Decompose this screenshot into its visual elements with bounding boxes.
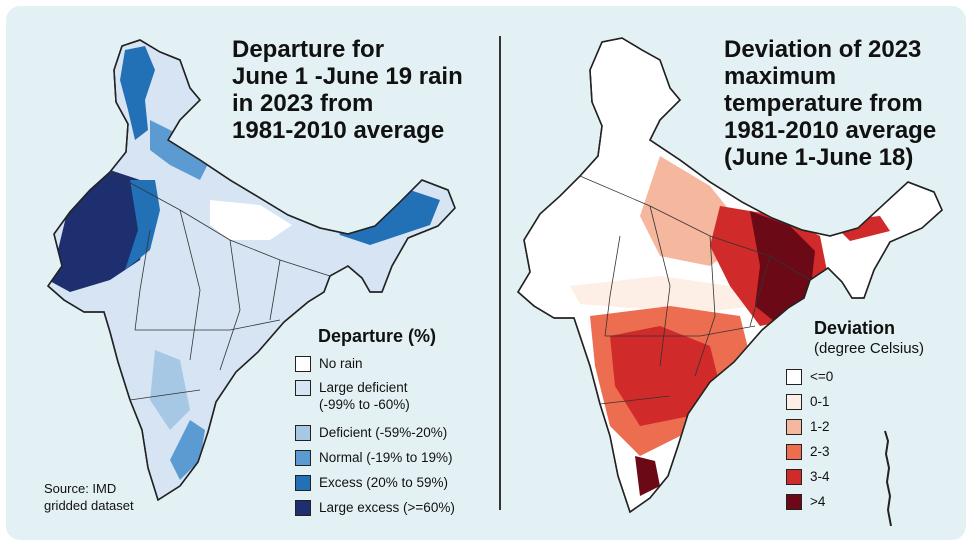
source-line: Source: IMD	[44, 481, 117, 496]
left-title-line: 1981-2010 average	[232, 117, 445, 144]
right-title-line: (June 1-June 18)	[724, 144, 914, 171]
region-deviation-0-1	[570, 276, 760, 311]
legend-label: 3-4	[810, 469, 830, 484]
region-excess-northwest	[125, 180, 160, 270]
left-legend-item-normal: Normal (-19% to 19%)	[295, 449, 453, 466]
left-legend-item-excess: Excess (20% to 59%)	[295, 474, 448, 491]
right-legend-item-above-4: >4	[786, 493, 825, 510]
temperature-deviation-map	[517, 37, 943, 527]
legend-swatch	[786, 469, 802, 485]
right-title-line: Deviation of 2023	[724, 36, 922, 63]
legend-swatch	[786, 394, 802, 410]
region-deviation-above-4-east	[750, 211, 815, 326]
left-legend-item-no-rain: No rain	[295, 355, 363, 372]
legend-label: Normal (-19% to 19%)	[319, 450, 453, 465]
rain-departure-map	[47, 39, 456, 501]
region-excess-north	[120, 46, 155, 140]
right-title-line: 1981-2010 average	[724, 117, 937, 144]
region-deviation-3-4-central	[610, 326, 720, 426]
legend-label-line: (-99% to -60%)	[319, 397, 410, 412]
legend-label: Excess (20% to 59%)	[319, 475, 449, 490]
right-legend-item-0-1: 0-1	[786, 393, 830, 410]
legend-label: Large excess (>=60%)	[319, 500, 455, 515]
right-legend-item-3-4: 3-4	[786, 468, 830, 485]
right-legend-item-le0: <=0	[786, 368, 833, 385]
left-title-line: in 2023 from	[232, 90, 374, 117]
left-legend-item-deficient: Deficient (-59%-20%)	[295, 424, 447, 441]
legend-swatch	[295, 380, 311, 396]
panel-divider	[499, 36, 501, 510]
left-title-line: June 1 -June 19 rain	[232, 63, 463, 90]
left-title-line: Departure for	[232, 36, 385, 63]
state-boundaries	[579, 175, 811, 405]
state-boundaries	[109, 171, 331, 401]
right-legend-subtitle: (degree Celsius)	[814, 340, 925, 357]
left-legend-item-large-deficient: Large deficient (-99% to -60%)	[295, 379, 410, 413]
left-map-title: Departure for June 1 -June 19 rain in 20…	[232, 36, 463, 144]
legend-swatch	[295, 356, 311, 372]
legend-swatch	[295, 500, 311, 516]
legend-swatch	[295, 450, 311, 466]
region-deviation-above-4-south	[635, 456, 660, 496]
right-title-line: temperature from	[724, 90, 923, 117]
legend-swatch	[295, 425, 311, 441]
right-map-title: Deviation of 2023 maximum temperature fr…	[724, 36, 936, 171]
legend-label: >4	[810, 494, 826, 509]
right-legend-item-1-2: 1-2	[786, 418, 830, 435]
left-legend-item-large-excess: Large excess (>=60%)	[295, 499, 455, 516]
region-normal-himalaya	[150, 120, 210, 180]
right-title-line: maximum	[724, 63, 837, 90]
legend-swatch	[786, 419, 802, 435]
legend-swatch	[786, 369, 802, 385]
legend-label: 1-2	[810, 419, 830, 434]
legend-label: Deficient (-59%-20%)	[319, 425, 448, 440]
source-line: gridded dataset	[44, 498, 134, 513]
region-normal-east-coast	[170, 420, 205, 480]
legend-label: <=0	[810, 369, 834, 384]
region-excess-northeast	[335, 190, 440, 245]
legend-label: 0-1	[810, 394, 830, 409]
left-legend-title: Departure (%)	[318, 326, 437, 346]
legend-swatch	[786, 444, 802, 460]
legend-swatch	[295, 475, 311, 491]
source-note: Source: IMD gridded dataset	[44, 480, 134, 514]
legend-label: No rain	[319, 356, 363, 371]
right-legend-item-2-3: 2-3	[786, 443, 830, 460]
legend-label: 2-3	[810, 444, 830, 459]
legend-label-line: Large deficient	[319, 380, 408, 395]
legend-label: Large deficient (-99% to -60%)	[319, 379, 410, 413]
right-legend-title: Deviation	[814, 318, 896, 338]
legend-swatch	[786, 494, 802, 510]
region-no-rain-central	[210, 200, 292, 240]
region-deficient-south	[150, 350, 190, 430]
andaman-islands	[884, 430, 892, 527]
